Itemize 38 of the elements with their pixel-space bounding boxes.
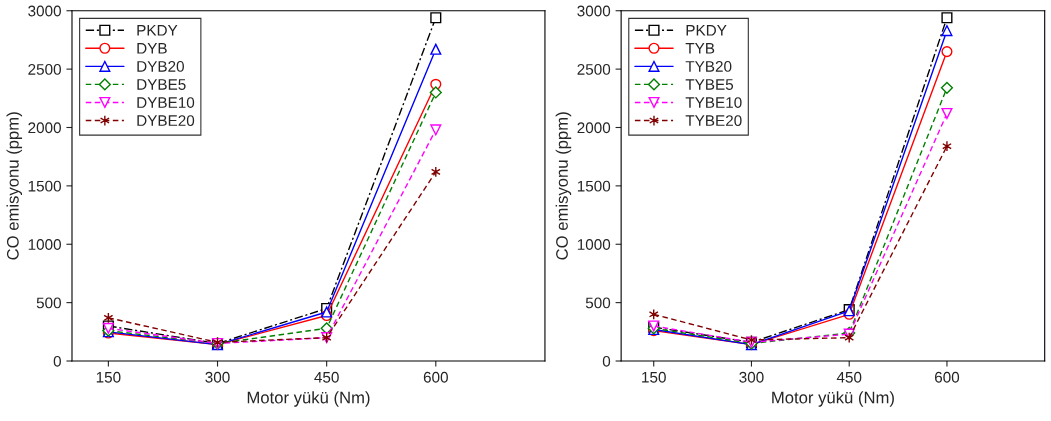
legend-label: DYB20 <box>137 61 184 72</box>
y-tick-label: 0 <box>53 355 61 367</box>
x-axis-title: Motor yükü (Nm) <box>772 391 894 407</box>
y-tick-label: 2000 <box>28 122 61 134</box>
y-tick-label: 500 <box>36 297 61 309</box>
x-tick-label: 150 <box>96 371 121 383</box>
legend-label: DYBE20 <box>137 115 195 127</box>
legend-label: TYBE10 <box>685 97 742 108</box>
legend-label: DYBE10 <box>137 97 195 108</box>
legend-label: PKDY <box>137 25 178 36</box>
x-tick-label: 150 <box>642 371 666 383</box>
y-tick-label: 1500 <box>577 180 611 192</box>
legend-label: TYB20 <box>685 61 732 72</box>
x-tick-label: 600 <box>934 371 960 383</box>
y-tick-label: 1000 <box>28 239 61 250</box>
y-axis-title: CO emisyonu (ppm) <box>555 112 572 260</box>
y-tick-label: 3000 <box>28 5 61 17</box>
y-tick-label: 0 <box>602 355 611 367</box>
x-tick-label: 300 <box>205 371 230 383</box>
x-tick-label: 600 <box>423 371 448 383</box>
legend-label: TYBE20 <box>685 115 742 127</box>
x-tick-label: 450 <box>836 371 862 383</box>
y-tick-label: 3000 <box>577 5 611 17</box>
legend-label: DYBE5 <box>137 79 186 90</box>
x-tick-label: 450 <box>314 371 339 383</box>
y-tick-label: 1000 <box>577 239 611 250</box>
legend-label: PKDY <box>686 25 727 36</box>
y-tick-label: 2500 <box>28 63 61 75</box>
y-axis-title: CO emisyonu (ppm) <box>6 112 23 260</box>
y-tick-label: 2500 <box>577 63 611 75</box>
y-tick-label: 1500 <box>28 180 61 192</box>
y-tick-label: 500 <box>585 297 611 309</box>
legend-label: TYB <box>685 43 715 54</box>
y-tick-label: 2000 <box>577 122 611 134</box>
legend-label: TYBE5 <box>685 79 734 90</box>
x-axis-title: Motor yükü (Nm) <box>247 391 370 407</box>
x-tick-label: 300 <box>739 371 764 383</box>
legend-label: DYB <box>137 43 167 54</box>
